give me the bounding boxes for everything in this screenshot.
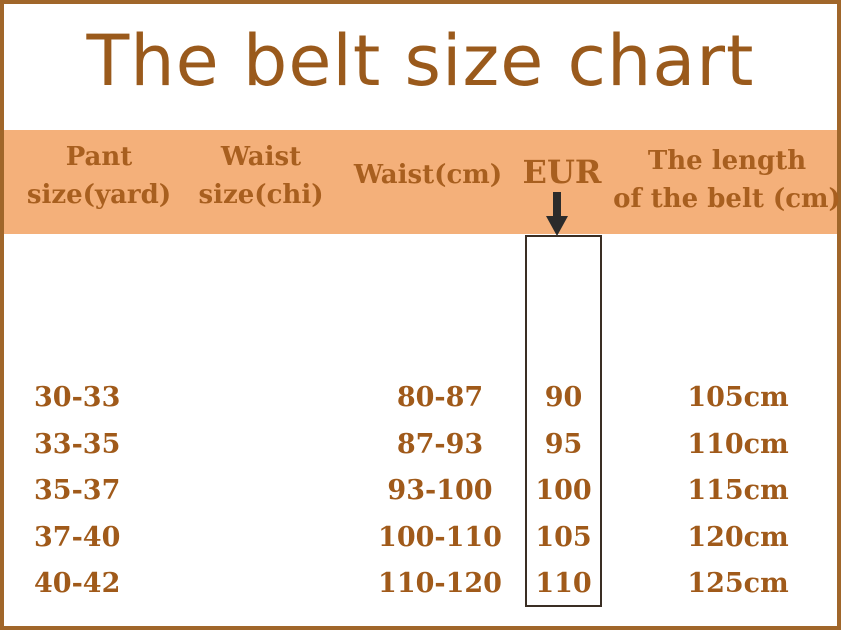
header-pant-size-line1: Pant [65,142,133,172]
pant-size-cell: 33-35 [34,428,121,460]
header-belt-length-line1: The length [647,146,807,176]
header-pant-size: Pant size(yard) [14,138,184,214]
eur-size-cell: 95 [544,428,583,460]
waist-cm-cell: 100-110 [378,521,502,553]
pant-size-cell: 30-33 [34,382,121,413]
header-waist-size: Waist size(chi) [196,138,326,214]
eur-size-cell: 105 [535,521,592,553]
eur-size-cell: 100 [535,475,592,506]
belt-length-cell: 115cm [687,475,789,506]
header-belt-length-line2: of the belt (cm) [613,184,841,214]
eur-column-highlight [525,235,602,607]
waist-cm-cell: 80-87 [396,382,484,413]
belt-length-cell: 125cm [687,568,789,599]
table-row: 40-42 110-120 110 125cm [0,562,841,606]
header-pant-size-line2: size(yard) [26,180,172,210]
table-row: 30-33 80-87 90 105cm [0,376,841,420]
chart-title: The belt size chart [86,20,755,102]
pant-size-cell: 37-40 [34,521,121,553]
header-waist-cm: Waist(cm) [353,160,503,190]
header-waist-size-line1: Waist [220,142,302,172]
pant-size-cell: 35-37 [34,475,121,506]
eur-size-cell: 110 [535,568,592,599]
eur-size-cell: 90 [544,382,583,413]
header-band [4,130,837,234]
waist-cm-cell: 93-100 [387,475,493,506]
header-belt-length: The length of the belt (cm) [612,142,841,218]
table-row: 33-35 87-93 95 110cm [0,423,841,467]
waist-cm-cell: 110-120 [378,568,502,599]
down-arrow-icon [546,192,568,236]
belt-length-cell: 120cm [687,521,789,553]
pant-size-cell: 40-42 [34,568,121,599]
table-row: 37-40 100-110 105 120cm [0,516,841,560]
waist-cm-cell: 87-93 [396,428,484,460]
belt-length-cell: 110cm [687,428,789,460]
table-row: 35-37 93-100 100 115cm [0,469,841,513]
belt-length-cell: 105cm [687,382,789,413]
header-eur: EUR [522,153,602,191]
header-waist-size-line2: size(chi) [198,180,324,210]
